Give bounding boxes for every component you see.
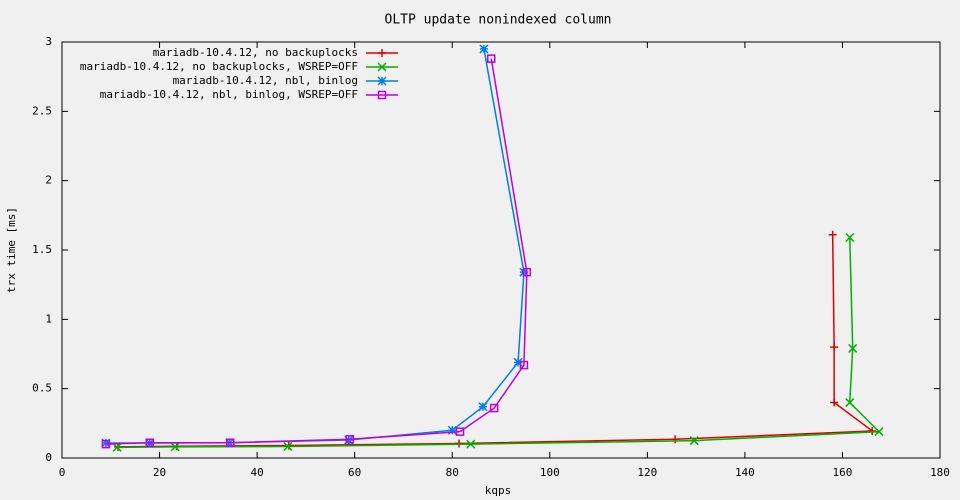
x-tick-label: 180 [930,466,950,479]
x-tick-label: 120 [637,466,657,479]
y-tick-label: 0 [45,451,52,464]
legend-marker [378,49,386,57]
data-point [478,402,488,412]
data-point [345,435,355,444]
data-point [845,398,855,408]
data-point [101,438,111,448]
data-point [455,427,465,436]
y-tick-label: 0.5 [32,382,52,395]
data-point [170,442,180,452]
legend-marker [377,76,387,86]
data-point [455,439,464,448]
data-point [489,403,499,413]
data-point [112,442,122,452]
series-line [105,58,528,445]
x-tick-label: 40 [250,466,263,479]
y-tick-label: 2 [45,174,52,187]
data-point [874,427,884,437]
legend-label: mariadb-10.4.12, nbl, binlog [173,74,358,87]
data-point [830,343,839,352]
data-point [283,441,293,452]
data-point [486,54,496,63]
data-point [671,435,680,444]
y-tick-label: 1.5 [32,243,52,256]
x-tick-label: 60 [348,466,361,479]
data-point [689,436,699,446]
y-tick-label: 3 [45,35,52,48]
data-point [101,439,111,449]
y-axis-label: trx time [ms] [5,207,18,293]
data-point [513,357,523,367]
legend-marker [377,90,387,100]
data-point [226,438,235,447]
chart-title: OLTP update nonindexed column [385,13,612,28]
data-point [145,438,155,447]
x-tick-label: 20 [153,466,166,479]
legend-marker [377,62,387,72]
legend-label: mariadb-10.4.12, no backuplocks [153,46,358,59]
x-tick-label: 140 [735,466,755,479]
data-point [522,267,532,277]
legend-label: mariadb-10.4.12, no backuplocks, WSREP=O… [80,60,358,73]
data-point [830,398,839,407]
data-point [828,230,837,239]
legend-label: mariadb-10.4.12, nbl, binlog, WSREP=OFF [100,88,358,101]
data-point [868,426,877,435]
x-tick-label: 160 [833,466,853,479]
x-axis-label: kqps [485,484,512,497]
x-tick-label: 0 [59,466,66,479]
data-point [447,425,457,435]
data-point [848,343,858,353]
data-point [845,232,855,243]
x-tick-label: 80 [446,466,459,479]
data-point [479,44,489,54]
data-point [466,439,476,449]
x-tick-label: 100 [540,466,560,479]
y-tick-label: 2.5 [32,104,52,117]
data-point [519,360,529,370]
y-tick-label: 1 [45,312,52,325]
